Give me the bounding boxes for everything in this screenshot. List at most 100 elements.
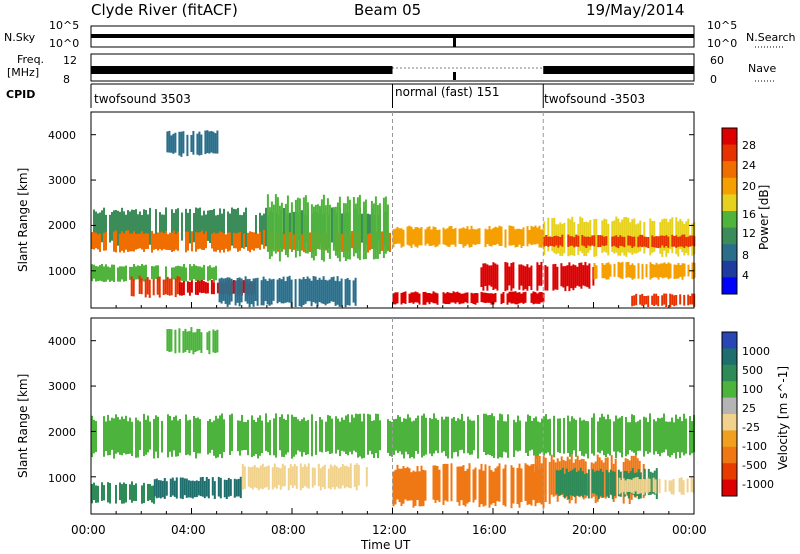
- p2-region-0-strip: [253, 419, 255, 456]
- p1-region-9-strip: [454, 292, 457, 304]
- p1-region-9-strip: [470, 292, 473, 304]
- p2-region-0-strip: [153, 418, 155, 459]
- p2-region-0-strip: [145, 419, 147, 455]
- p2-region-5-strip: [494, 468, 497, 507]
- p2-region-1-strip: [115, 484, 117, 504]
- p2-region-7-strip: [575, 472, 578, 496]
- p2-region-3-strip: [259, 465, 262, 489]
- p2-region-3-strip: [337, 468, 340, 489]
- p2-region-6-strip: [604, 457, 607, 499]
- p1-region-0-strip: [159, 212, 161, 247]
- p2-region-3-strip: [251, 466, 254, 490]
- p1-region-2-strip: [199, 266, 201, 282]
- p2-region-0-strip: [231, 413, 233, 452]
- p2-region-0-strip: [357, 414, 359, 458]
- p1-region-8-strip: [526, 226, 529, 247]
- p1-region-0-strip: [221, 213, 223, 241]
- beam-title: Beam 05: [354, 1, 422, 19]
- p1-region-1-strip: [119, 233, 121, 253]
- p1-region-1-strip: [99, 233, 101, 252]
- p1-region-10-strip: [512, 262, 515, 289]
- p2-region-0-strip: [501, 414, 503, 458]
- p1-region-3-strip: [176, 276, 179, 295]
- p1-region-13-strip: [657, 264, 660, 280]
- p1-region-6-strip: [290, 202, 293, 251]
- p2-region-0-strip: [421, 415, 423, 458]
- p1-region-1-strip: [239, 232, 241, 251]
- p1-region-14-strip: [689, 296, 692, 305]
- p2-region-8-strip: [624, 480, 627, 495]
- p1-region-0-strip: [293, 211, 295, 243]
- p1-region-5-strip: [278, 278, 281, 302]
- p2-region-0-strip: [337, 418, 339, 450]
- p1-region-13-strip: [665, 263, 668, 278]
- p1-region-0-strip: [171, 209, 173, 243]
- vel-cb-neg500: -500: [742, 459, 767, 472]
- p1-region-13-strip: [625, 262, 628, 278]
- p2-region-0-strip: [629, 422, 631, 451]
- p2-region-2-strip: [187, 480, 190, 498]
- p1-region-13-strip: [607, 262, 610, 280]
- p1-region-2-strip: [151, 266, 153, 280]
- p2-region-8-strip: [634, 477, 637, 492]
- p2-region-8-strip: [680, 477, 683, 495]
- p1-region-2-strip: [95, 266, 97, 282]
- p1-region-3-strip: [162, 279, 165, 295]
- p1-region-9-strip: [436, 293, 439, 305]
- p2-region-0-strip: [663, 413, 665, 453]
- p2-region-7-strip: [591, 469, 594, 494]
- p2-region-0-strip: [353, 417, 355, 451]
- p1-region-7-strip: [170, 135, 173, 153]
- p1-region-8-strip: [398, 228, 401, 244]
- p1-region-4-strip: [202, 281, 205, 293]
- p1-region-6-strip: [312, 206, 315, 261]
- p2-region-2-strip: [165, 481, 168, 496]
- p1-region-0-strip: [131, 209, 133, 246]
- p1-region-8-strip: [474, 229, 477, 245]
- p1-region-12-strip: [611, 236, 614, 247]
- p1-region-8-strip: [394, 228, 397, 244]
- p1-region-10-strip: [578, 262, 581, 287]
- p2-region-0-strip: [681, 421, 683, 453]
- p2-region-0-strip: [255, 422, 257, 455]
- p2-region-0-strip: [597, 421, 599, 453]
- p2-region-0-strip: [301, 419, 303, 457]
- p1-region-5-strip: [224, 278, 227, 304]
- p1-region-6-strip: [346, 196, 349, 260]
- p1-region-1-strip: [169, 232, 171, 251]
- p1-region-9-strip: [484, 292, 487, 303]
- p1-region-1-strip: [225, 234, 227, 249]
- p1-region-13-strip: [687, 264, 690, 277]
- power-cb-12: 12: [742, 227, 756, 240]
- p1-region-14-strip: [675, 295, 678, 306]
- p1-region-10-strip: [536, 262, 539, 291]
- p2-region-5-strip: [532, 464, 535, 500]
- p1-region-0-strip: [187, 212, 189, 246]
- p1-region-7-strip: [178, 131, 181, 156]
- p2-region-4-strip: [182, 331, 185, 353]
- p1-region-5-strip: [282, 276, 285, 304]
- p1-region-8-strip: [494, 226, 497, 246]
- p2-region-7-strip: [655, 468, 658, 500]
- p1-region-13-strip: [653, 264, 656, 278]
- p1-region-8-strip: [528, 229, 531, 244]
- p2-region-0-strip: [575, 419, 577, 457]
- p2-region-2-strip: [193, 481, 196, 498]
- p1-region-8-strip: [464, 228, 467, 247]
- p1-region-6-strip: [306, 202, 309, 254]
- p2-region-0-strip: [451, 418, 453, 459]
- p1-region-0-strip: [255, 215, 257, 247]
- p2-region-5-strip: [424, 470, 427, 501]
- p2-region-3-strip: [255, 467, 258, 489]
- p2-region-7-strip: [613, 471, 616, 496]
- p1-region-10-strip: [586, 265, 589, 288]
- p2-region-0-strip: [655, 421, 657, 452]
- p2-region-1-strip: [149, 484, 151, 501]
- p1-region-13-strip: [679, 265, 682, 277]
- p1-region-2-strip: [155, 265, 157, 279]
- xtick-2000: 20:00: [572, 523, 607, 537]
- p2-region-2-strip: [225, 480, 228, 499]
- p2-region-0-strip: [689, 416, 691, 456]
- p1-region-10-strip: [566, 265, 569, 287]
- p2-region-0-strip: [527, 414, 529, 456]
